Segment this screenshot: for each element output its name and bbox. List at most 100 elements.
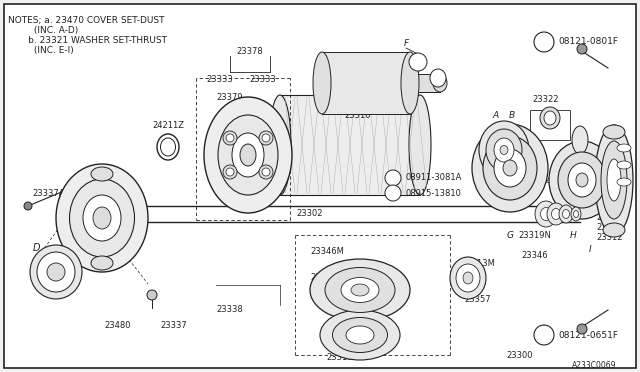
Ellipse shape bbox=[603, 223, 625, 237]
Ellipse shape bbox=[603, 125, 625, 139]
Text: 23338: 23338 bbox=[216, 305, 243, 314]
Ellipse shape bbox=[409, 95, 431, 195]
Ellipse shape bbox=[559, 205, 573, 223]
Ellipse shape bbox=[500, 145, 508, 154]
Ellipse shape bbox=[607, 159, 621, 201]
Ellipse shape bbox=[83, 195, 121, 241]
Text: B: B bbox=[540, 330, 548, 340]
Text: 23380: 23380 bbox=[221, 112, 247, 121]
Ellipse shape bbox=[450, 257, 486, 299]
Ellipse shape bbox=[563, 209, 570, 218]
Text: N: N bbox=[390, 173, 396, 183]
Ellipse shape bbox=[617, 161, 631, 169]
Ellipse shape bbox=[494, 138, 514, 162]
Text: b. 23321 WASHER SET-THRUST: b. 23321 WASHER SET-THRUST bbox=[8, 36, 167, 45]
Text: H: H bbox=[570, 231, 577, 240]
Text: 23346: 23346 bbox=[522, 250, 548, 260]
Ellipse shape bbox=[617, 178, 631, 186]
Text: B: B bbox=[509, 110, 515, 119]
Ellipse shape bbox=[313, 52, 331, 114]
Ellipse shape bbox=[503, 160, 517, 176]
Text: 23333: 23333 bbox=[250, 76, 276, 84]
Text: (INC. A-D): (INC. A-D) bbox=[8, 26, 78, 35]
Text: M: M bbox=[389, 189, 397, 198]
Ellipse shape bbox=[486, 129, 522, 171]
Ellipse shape bbox=[549, 141, 615, 219]
Ellipse shape bbox=[157, 134, 179, 160]
Circle shape bbox=[259, 165, 273, 179]
Circle shape bbox=[147, 290, 157, 300]
Ellipse shape bbox=[573, 211, 579, 218]
Text: D: D bbox=[32, 243, 40, 253]
Text: 08915-13810: 08915-13810 bbox=[406, 189, 462, 198]
Ellipse shape bbox=[232, 133, 264, 177]
Text: 08121-0801F: 08121-0801F bbox=[558, 38, 618, 46]
Text: 23337A: 23337A bbox=[32, 189, 65, 199]
Ellipse shape bbox=[341, 278, 379, 302]
Ellipse shape bbox=[456, 264, 480, 292]
Ellipse shape bbox=[333, 317, 387, 353]
Circle shape bbox=[534, 325, 554, 345]
Ellipse shape bbox=[433, 74, 447, 92]
Bar bbox=[280, 95, 420, 195]
Ellipse shape bbox=[571, 207, 581, 221]
Bar bbox=[322, 52, 410, 114]
Ellipse shape bbox=[56, 164, 148, 272]
Circle shape bbox=[409, 53, 427, 71]
Ellipse shape bbox=[595, 125, 633, 235]
Text: 23300: 23300 bbox=[507, 350, 533, 359]
Ellipse shape bbox=[47, 263, 65, 281]
Circle shape bbox=[262, 168, 270, 176]
Ellipse shape bbox=[463, 272, 473, 284]
Ellipse shape bbox=[479, 121, 529, 179]
Bar bbox=[408, 74, 440, 92]
Ellipse shape bbox=[552, 208, 561, 219]
Circle shape bbox=[534, 32, 554, 52]
Text: 23441: 23441 bbox=[310, 273, 337, 282]
Ellipse shape bbox=[568, 163, 596, 197]
Ellipse shape bbox=[544, 111, 556, 125]
Ellipse shape bbox=[558, 152, 606, 208]
Text: 23318: 23318 bbox=[596, 224, 623, 232]
Text: B: B bbox=[540, 37, 548, 47]
Text: A: A bbox=[493, 110, 499, 119]
Ellipse shape bbox=[269, 95, 291, 195]
Ellipse shape bbox=[91, 167, 113, 181]
Text: NOTES; a. 23470 COVER SET-DUST: NOTES; a. 23470 COVER SET-DUST bbox=[8, 16, 164, 25]
Ellipse shape bbox=[161, 138, 175, 156]
Circle shape bbox=[385, 170, 401, 186]
Text: G: G bbox=[506, 231, 513, 240]
Text: E: E bbox=[435, 83, 441, 93]
Ellipse shape bbox=[472, 124, 548, 212]
Text: 23346M: 23346M bbox=[310, 247, 344, 257]
Ellipse shape bbox=[325, 267, 395, 312]
Text: 23312: 23312 bbox=[596, 234, 623, 243]
Ellipse shape bbox=[401, 52, 419, 114]
Circle shape bbox=[24, 202, 32, 210]
Text: 23379: 23379 bbox=[217, 93, 243, 102]
Text: 23302: 23302 bbox=[297, 208, 323, 218]
Ellipse shape bbox=[30, 245, 82, 299]
Text: 23480: 23480 bbox=[105, 321, 131, 330]
Text: 23337: 23337 bbox=[161, 321, 188, 330]
Circle shape bbox=[226, 168, 234, 176]
Ellipse shape bbox=[547, 203, 565, 225]
Ellipse shape bbox=[310, 259, 410, 321]
Ellipse shape bbox=[430, 69, 446, 87]
Ellipse shape bbox=[91, 256, 113, 270]
Text: 23319: 23319 bbox=[596, 203, 623, 212]
Ellipse shape bbox=[93, 207, 111, 229]
Text: (INC. E-I): (INC. E-I) bbox=[8, 46, 74, 55]
Ellipse shape bbox=[483, 136, 537, 200]
Circle shape bbox=[262, 134, 270, 142]
Ellipse shape bbox=[346, 326, 374, 344]
Text: 08121-0651F: 08121-0651F bbox=[558, 330, 618, 340]
Ellipse shape bbox=[617, 144, 631, 152]
Ellipse shape bbox=[37, 252, 75, 292]
Ellipse shape bbox=[541, 208, 552, 221]
Ellipse shape bbox=[601, 141, 627, 219]
Bar bbox=[530, 110, 570, 140]
Circle shape bbox=[385, 185, 401, 201]
Circle shape bbox=[577, 324, 587, 334]
Ellipse shape bbox=[572, 126, 588, 154]
